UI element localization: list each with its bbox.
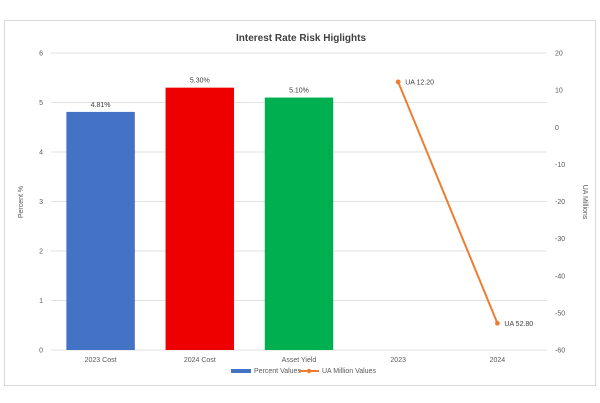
y-tick-label: 3 bbox=[39, 199, 43, 206]
line-data-label: UA 52.80 bbox=[504, 321, 533, 328]
legend-label: UA Million Values bbox=[322, 368, 376, 375]
bar bbox=[264, 97, 334, 350]
y-tick-label: 6 bbox=[39, 51, 43, 58]
x-tick-label: 2024 bbox=[490, 357, 506, 364]
line-data-label: UA 12.20 bbox=[405, 79, 434, 86]
y2-axis-title: UA Millions bbox=[581, 185, 588, 220]
y2-tick-label: 10 bbox=[555, 88, 563, 95]
series-line bbox=[397, 81, 499, 324]
legend-label: Percent Values bbox=[254, 368, 301, 375]
y2-tick-label: -30 bbox=[555, 236, 565, 243]
y2-tick-label: -10 bbox=[555, 162, 565, 169]
y2-tick-label: 20 bbox=[555, 51, 563, 58]
bar bbox=[165, 87, 235, 351]
x-tick-label: 2023 Cost bbox=[85, 357, 117, 364]
chart-frame: Interest Rate Risk Higlights 0 1 2 3 4 5 6 20 1… bbox=[4, 20, 596, 386]
x-tick-label: 2023 bbox=[390, 357, 406, 364]
y2-tick-label: -20 bbox=[555, 199, 565, 206]
line-point bbox=[495, 320, 500, 326]
legend-swatch-marker bbox=[306, 368, 312, 374]
line-series: UA 12.20 UA 52.80 bbox=[395, 79, 533, 328]
y2-tick-label: -40 bbox=[555, 273, 565, 280]
right-axis: 20 10 0 -10 -20 -30 -40 -50 -60 bbox=[555, 51, 565, 355]
y-tick-label: 2 bbox=[39, 249, 43, 256]
bar-data-label: 5.10% bbox=[289, 88, 309, 95]
y-tick-label: 0 bbox=[39, 348, 43, 355]
x-axis: 2023 Cost 2024 Cost Asset Yield 2023 2024 bbox=[85, 357, 506, 364]
x-tick-label: Asset Yield bbox=[282, 357, 317, 364]
y2-tick-label: -60 bbox=[555, 348, 565, 355]
left-axis: 0 1 2 3 4 5 6 bbox=[39, 51, 43, 355]
bar-data-label: 4.81% bbox=[91, 102, 111, 109]
y-tick-label: 4 bbox=[39, 150, 43, 157]
chart-svg: Interest Rate Risk Higlights 0 1 2 3 4 5 6 20 1… bbox=[18, 33, 588, 375]
y-axis-title: Percent % bbox=[18, 186, 25, 218]
y-tick-label: 1 bbox=[39, 298, 43, 305]
legend-swatch-bar bbox=[231, 369, 251, 373]
y2-tick-label: 0 bbox=[555, 125, 559, 132]
y-tick-label: 5 bbox=[39, 100, 43, 107]
bar bbox=[66, 111, 135, 350]
line-point bbox=[395, 79, 401, 85]
y2-tick-label: -50 bbox=[555, 310, 565, 317]
chart-title: Interest Rate Risk Higlights bbox=[236, 33, 366, 44]
legend: Percent Values UA Million Values bbox=[231, 368, 376, 375]
bar-series: 4.81% 5.30% 5.10% bbox=[66, 78, 334, 351]
bar-data-label: 5.30% bbox=[190, 78, 210, 85]
x-tick-label: 2024 Cost bbox=[184, 357, 216, 364]
